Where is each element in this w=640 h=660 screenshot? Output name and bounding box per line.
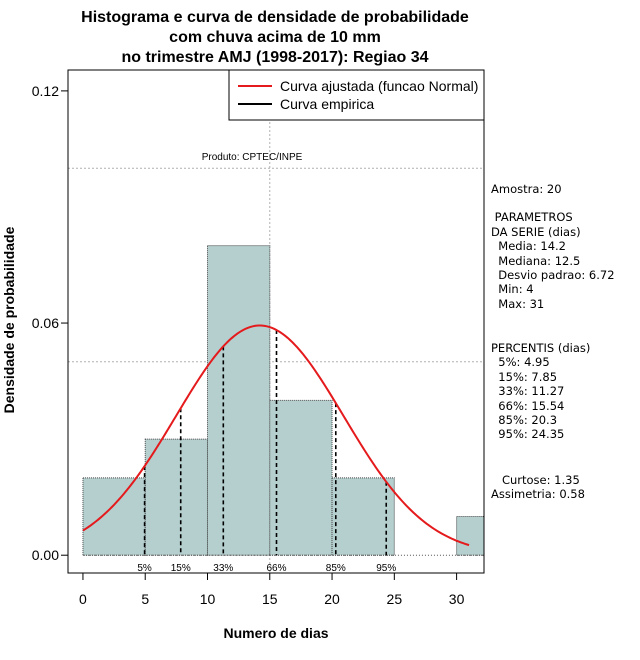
x-tick-label-2: 10 (200, 591, 216, 607)
stat-p95: 95%: 24.35 (491, 427, 564, 441)
stat-p33: 33%: 11.27 (491, 384, 564, 398)
percentile-label-5: 95% (376, 563, 396, 574)
stat-kurtosis: Curtose: 1.35 (491, 473, 580, 487)
histogram-bars (82, 245, 484, 556)
stat-params-subheader: DA SERIE (dias) (491, 225, 581, 239)
x-tick-label-5: 25 (387, 591, 403, 607)
stat-skewness: Assimetria: 0.58 (491, 487, 585, 501)
x-tick-label-0: 0 (79, 591, 87, 607)
y-tick-label-0: 0.00 (32, 547, 59, 563)
x-tick-label-4: 20 (324, 591, 340, 607)
stat-min: Min: 4 (491, 282, 534, 296)
x-tick-label-1: 5 (141, 591, 149, 607)
stat-percentis-header: PERCENTIS (dias) (491, 341, 590, 355)
percentile-label-0: 5% (137, 563, 152, 574)
normal-curve-layer (82, 324, 470, 547)
y-tick-label-2: 0.12 (32, 83, 59, 99)
percentile-lines: 5% 15% 33% 66% 85% 95% (137, 330, 396, 574)
stat-mean: Media: 14.2 (491, 239, 566, 253)
stat-sd: Desvio padrao: 6.72 (491, 268, 615, 282)
x-axis: 0 5 10 15 20 25 30 (79, 572, 465, 607)
x-tick-label-6: 30 (449, 591, 465, 607)
y-axis: 0.00 0.06 0.12 (32, 83, 69, 563)
histogram-bar-0 (82, 477, 146, 556)
legend: Curva ajustada (funcao Normal) Curva emp… (228, 69, 485, 121)
chart-title-line-2: com chuva acima de 10 mm (169, 29, 381, 46)
y-axis-label: Densidade de probabilidade (1, 226, 17, 413)
histogram-bar-4 (331, 477, 395, 556)
stat-p85: 85%: 20.3 (491, 413, 557, 427)
percentile-label-1: 15% (171, 563, 191, 574)
legend-entry-empirical: Curva empirica (280, 96, 374, 112)
percentile-label-4: 85% (326, 563, 346, 574)
histogram-bar-1 (144, 438, 208, 556)
y-tick-label-1: 0.06 (32, 315, 59, 331)
stat-sample: Amostra: 20 (491, 182, 562, 196)
stat-max: Max: 31 (491, 297, 544, 311)
statistics-panel: Amostra: 20 PARAMETROS DA SERIE (dias) M… (491, 182, 615, 501)
legend-box (228, 69, 485, 121)
x-tick-label-3: 15 (262, 591, 278, 607)
stat-p66: 66%: 15.54 (491, 399, 564, 413)
stat-median: Mediana: 12.5 (491, 254, 580, 268)
normal-curve (82, 324, 470, 547)
histogram-bar-2 (206, 245, 271, 556)
x-axis-label: Numero de dias (223, 625, 328, 641)
stat-p15: 15%: 7.85 (491, 370, 557, 384)
chart-title-line-3: no trimestre AMJ (1998-2017): Regiao 34 (121, 49, 428, 66)
stat-p5: 5%: 4.95 (491, 355, 550, 369)
chart-title-line-1: Histograma e curva de densidade de proba… (81, 9, 469, 26)
legend-entry-fit: Curva ajustada (funcao Normal) (280, 78, 478, 94)
stat-params-header: PARAMETROS (491, 210, 573, 224)
product-label: Produto: CPTEC/INPE (202, 152, 303, 163)
percentile-label-2: 33% (213, 563, 233, 574)
histogram-bar-3 (269, 399, 333, 556)
histogram-bar-6 (456, 516, 484, 556)
percentile-label-3: 66% (266, 563, 286, 574)
